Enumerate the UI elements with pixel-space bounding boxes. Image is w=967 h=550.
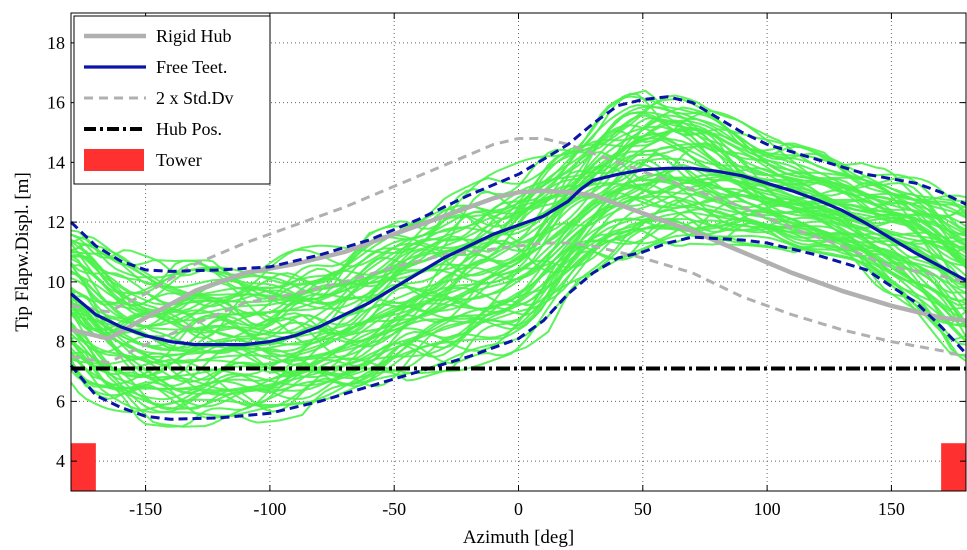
x-tick-label: 150 xyxy=(878,499,905,519)
sample-trajectory xyxy=(70,128,967,355)
x-tick-label: -150 xyxy=(129,499,162,519)
legend: Rigid Hub Free Teet. 2 x Std.Dv Hub Pos. Tow… xyxy=(73,15,271,185)
sample-trajectory xyxy=(70,191,967,379)
y-tick-label: 4 xyxy=(56,451,65,471)
legend-label: 2 x Std.Dv xyxy=(156,88,234,108)
legend-swatch-tower xyxy=(84,149,144,171)
sample-trajectory xyxy=(70,106,967,303)
legend-label: Hub Pos. xyxy=(156,119,222,139)
legend-label: Rigid Hub xyxy=(156,26,232,46)
sample-trajectory xyxy=(70,94,967,283)
y-tick-label: 12 xyxy=(47,212,65,232)
sample-trajectories xyxy=(70,89,967,428)
sample-trajectory xyxy=(70,180,967,387)
x-tick-label: -50 xyxy=(382,499,406,519)
axis-ticks: -150 -100 -50 0 50 100 150 4 6 8 10 12 14 16 18 xyxy=(47,13,966,519)
tower-block xyxy=(71,443,96,491)
series-line-rigid-hub-upper xyxy=(70,137,967,314)
y-tick-label: 10 xyxy=(47,272,65,292)
tower-block xyxy=(941,443,966,491)
sample-trajectory xyxy=(70,89,967,300)
x-tick-label: 0 xyxy=(514,499,523,519)
y-tick-label: 16 xyxy=(47,93,65,113)
tower-blocks xyxy=(71,443,966,491)
x-tick-label: -100 xyxy=(253,499,286,519)
sample-trajectory xyxy=(70,199,967,395)
sample-trajectory xyxy=(70,153,967,353)
legend-box xyxy=(73,15,271,185)
sample-trajectory xyxy=(70,219,967,428)
x-axis-title: Azimuth [deg] xyxy=(463,527,574,548)
y-axis-title: Tip Flapw.Displ. [m] xyxy=(12,172,33,332)
series-line-2-x-std-dv-lower xyxy=(69,235,967,421)
legend-label: Free Teet. xyxy=(156,57,227,77)
y-tick-label: 8 xyxy=(56,332,65,352)
y-tick-label: 6 xyxy=(56,391,65,411)
series-lines xyxy=(69,95,967,421)
x-tick-label: 50 xyxy=(634,499,652,519)
legend-label: Tower xyxy=(156,150,202,170)
series-line-rigid-hub xyxy=(70,188,967,341)
y-tick-label: 18 xyxy=(47,33,65,53)
series-line-2-x-std-dv xyxy=(69,95,967,273)
x-tick-label: 100 xyxy=(754,499,781,519)
sample-trajectory xyxy=(70,145,967,335)
y-tick-label: 14 xyxy=(47,152,65,172)
series-line-free-teet- xyxy=(69,166,967,347)
sample-trajectory xyxy=(70,141,967,377)
sample-trajectory xyxy=(70,98,967,300)
sample-trajectory xyxy=(70,132,967,338)
